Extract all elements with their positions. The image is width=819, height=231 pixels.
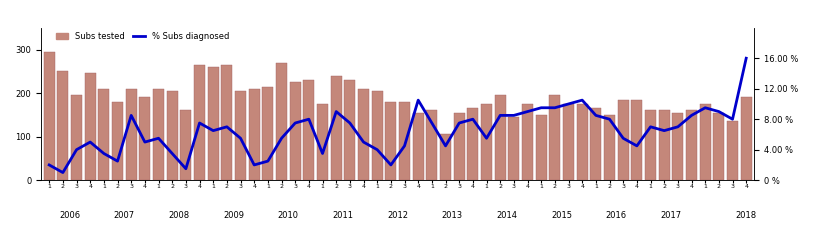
Bar (344, 80, 355, 180)
Bar (535, 115, 546, 180)
Bar (645, 110, 655, 180)
Bar (180, 110, 191, 180)
Bar (385, 102, 396, 180)
Text: 2010: 2010 (278, 211, 298, 220)
Bar (371, 91, 382, 180)
Bar (330, 76, 342, 180)
Bar (194, 65, 205, 180)
Text: 2016: 2016 (605, 211, 627, 220)
Bar (453, 113, 464, 180)
Bar (494, 95, 505, 180)
Text: 2012: 2012 (387, 211, 408, 220)
Bar (590, 108, 600, 180)
Text: 2013: 2013 (441, 211, 463, 220)
Bar (481, 104, 491, 180)
Bar (672, 113, 682, 180)
Text: 2014: 2014 (496, 211, 517, 220)
Bar (412, 113, 423, 180)
Bar (276, 63, 287, 180)
Bar (440, 134, 450, 180)
Bar (631, 100, 641, 180)
Bar (617, 100, 628, 180)
Bar (399, 102, 410, 180)
Bar (563, 104, 573, 180)
Bar (153, 89, 164, 180)
Bar (522, 104, 532, 180)
Bar (289, 82, 301, 180)
Bar (71, 95, 82, 180)
Bar (686, 110, 696, 180)
Bar (426, 110, 437, 180)
Bar (207, 67, 219, 180)
Bar (139, 97, 150, 180)
Bar (508, 117, 518, 180)
Bar (740, 97, 751, 180)
Bar (467, 108, 477, 180)
Bar (658, 110, 669, 180)
Text: 2009: 2009 (223, 211, 244, 220)
Bar (221, 65, 232, 180)
Bar (713, 113, 723, 180)
Bar (84, 73, 96, 180)
Bar (576, 104, 587, 180)
Bar (43, 52, 55, 180)
Text: 2008: 2008 (168, 211, 189, 220)
Text: 2007: 2007 (114, 211, 135, 220)
Bar (317, 104, 328, 180)
Bar (303, 80, 314, 180)
Text: 2011: 2011 (333, 211, 353, 220)
Bar (98, 89, 109, 180)
Text: 2018: 2018 (735, 211, 756, 220)
Bar (235, 91, 246, 180)
Bar (358, 89, 369, 180)
Bar (248, 89, 260, 180)
Bar (726, 121, 737, 180)
Bar (549, 95, 559, 180)
Text: 2006: 2006 (59, 211, 80, 220)
Text: 2015: 2015 (550, 211, 572, 220)
Bar (125, 89, 137, 180)
Bar (166, 91, 178, 180)
Bar (57, 71, 68, 180)
Bar (604, 115, 614, 180)
Bar (699, 104, 710, 180)
Legend: Subs tested, % Subs diagnosed: Subs tested, % Subs diagnosed (52, 29, 233, 45)
Text: 2017: 2017 (659, 211, 681, 220)
Bar (112, 102, 123, 180)
Bar (262, 87, 273, 180)
